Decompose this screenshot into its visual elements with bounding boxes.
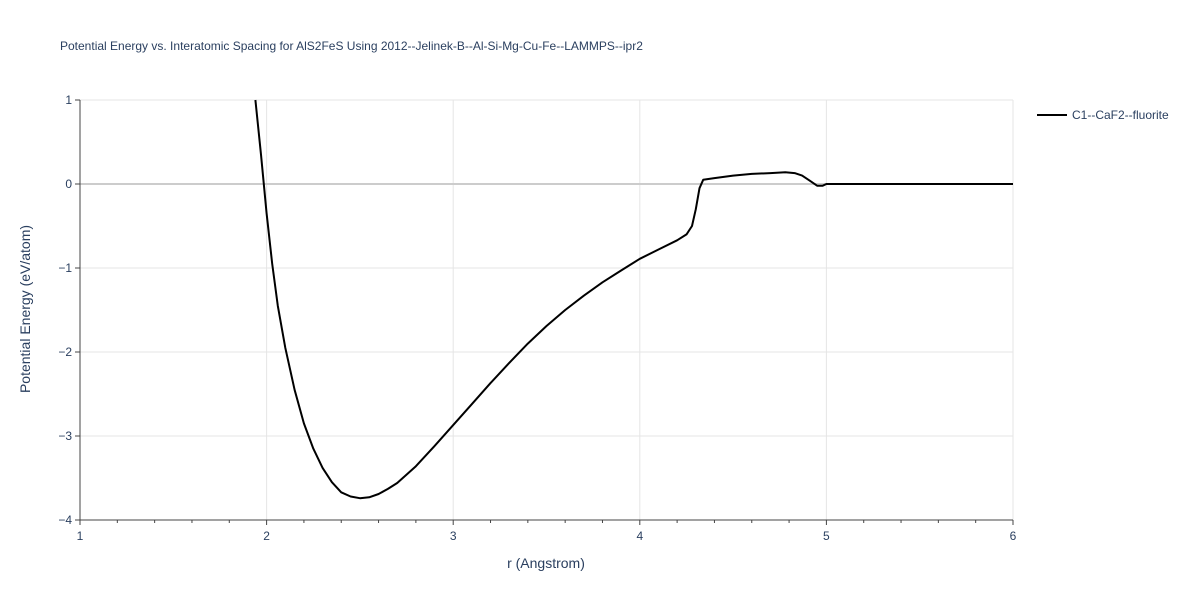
y-tick-label: 1 — [65, 93, 72, 107]
x-axis-title: r (Angstrom) — [507, 555, 585, 571]
x-tick-label: 1 — [77, 529, 84, 543]
y-tick-label: −4 — [58, 513, 72, 527]
series-layer — [254, 99, 1013, 500]
x-tick-label: 3 — [450, 529, 457, 543]
x-tick-label: 4 — [636, 529, 643, 543]
series-line-0 — [254, 99, 1013, 500]
legend-item-label: C1--CaF2--fluorite — [1072, 108, 1169, 122]
grid-lines — [80, 99, 1014, 520]
legend[interactable]: C1--CaF2--fluorite — [1037, 108, 1169, 122]
y-axis-title: Potential Energy (eV/atom) — [17, 225, 33, 393]
y-tick-label: 0 — [65, 177, 72, 191]
y-tick-label: −2 — [58, 345, 72, 359]
y-tick-label: −3 — [58, 429, 72, 443]
x-tick-label: 5 — [823, 529, 830, 543]
chart-title: Potential Energy vs. Interatomic Spacing… — [60, 39, 643, 53]
x-tick-label: 6 — [1010, 529, 1017, 543]
y-tick-label: −1 — [58, 261, 72, 275]
x-tick-label: 2 — [263, 529, 270, 543]
axes: 1 2 3 4 5 6 1 0 −1 −2 −3 −4 — [58, 93, 1016, 543]
